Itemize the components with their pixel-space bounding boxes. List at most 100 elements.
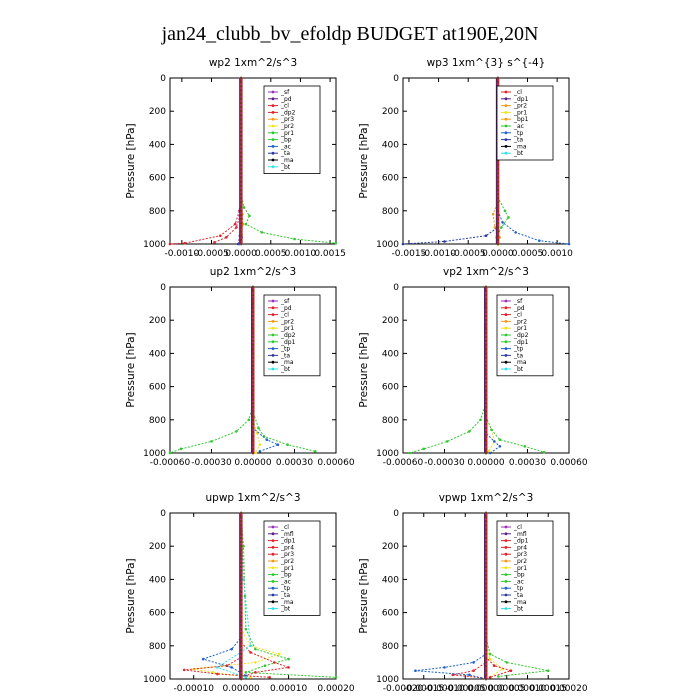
series-point-_dp2 — [213, 241, 216, 244]
series-point-_bt — [216, 666, 219, 669]
x-tick-label: -0.00030 — [191, 458, 232, 468]
zero-profile-marker — [484, 339, 488, 343]
zero-profile-marker — [484, 561, 488, 564]
zero-profile-marker — [484, 578, 488, 581]
legend-entry: _pd — [280, 96, 292, 103]
x-tick-label: -0.00060 — [383, 458, 424, 468]
legend-entry: _ma — [513, 359, 527, 366]
zero-profile-marker — [251, 294, 255, 297]
legend-marker — [271, 151, 275, 155]
series-point-_cl — [219, 234, 222, 237]
series-line-_dp2 — [409, 287, 487, 454]
legend-marker — [504, 580, 508, 583]
legend-marker — [504, 607, 508, 610]
series-line-_cl — [169, 78, 242, 245]
legend-marker — [504, 525, 508, 529]
zero-profile-marker — [484, 331, 488, 334]
zero-profile-marker — [496, 238, 500, 242]
zero-profile-marker — [251, 393, 255, 397]
y-tick-label: 200 — [382, 542, 399, 552]
zero-profile-marker — [251, 402, 255, 405]
legend-marker — [504, 566, 508, 570]
zero-profile-marker — [484, 661, 488, 664]
x-tick-label: 0.00020 — [550, 684, 587, 694]
legend-marker — [504, 138, 508, 142]
zero-profile-marker — [484, 327, 488, 330]
zero-profile-marker — [239, 520, 243, 523]
zero-profile-marker — [484, 406, 488, 409]
zero-profile-marker — [484, 426, 488, 430]
legend-entry: _sf — [280, 298, 290, 305]
y-tick-label: 800 — [149, 207, 166, 217]
legend-entry: _mfl — [513, 531, 527, 538]
series-point-_bp — [243, 594, 247, 598]
panel-2: up2 1xm^2/s^3 Pressure [hPa] 0 200 400 600 800… — [125, 266, 355, 468]
zero-profile-marker — [239, 677, 243, 681]
series-line-_tp — [201, 513, 247, 677]
legend-marker — [504, 559, 508, 563]
series-point-_tp — [201, 657, 205, 661]
zero-profile-marker — [484, 553, 488, 556]
legend-entry: _pr2 — [280, 318, 294, 325]
series-point-_bp — [244, 671, 248, 674]
zero-profile-marker — [484, 451, 488, 455]
legend-marker — [271, 326, 275, 330]
series-point-_pr2 — [277, 652, 281, 656]
legend-entry: _pr3 — [280, 116, 294, 123]
zero-profile-marker — [484, 657, 488, 660]
zero-profile-marker — [484, 393, 488, 397]
series-line-_pr2 — [193, 513, 281, 678]
legend-marker — [504, 333, 508, 337]
y-tick-label: 800 — [382, 642, 399, 652]
series-point-_tp — [538, 239, 541, 242]
x-tick-label: -0.00010 — [424, 684, 465, 694]
zero-profile-marker — [484, 652, 488, 656]
y-tick-label: 0 — [393, 509, 399, 519]
zero-profile-marker — [484, 323, 488, 326]
legend-marker — [271, 131, 275, 135]
zero-profile-marker — [239, 528, 243, 531]
zero-profile-marker — [251, 302, 255, 305]
zero-profile-marker — [251, 372, 255, 376]
y-tick-label: 200 — [149, 107, 166, 117]
zero-profile-marker — [484, 402, 488, 405]
series-point-_bp — [334, 241, 338, 245]
legend-entry: _pr2 — [513, 558, 527, 565]
legend-entry: _cl — [513, 524, 522, 531]
series-point-_dp2 — [479, 418, 482, 422]
x-tick-label: -0.00020 — [383, 684, 424, 694]
y-tick-label: 0 — [160, 74, 166, 84]
legend-marker — [271, 97, 275, 101]
zero-profile-marker — [251, 298, 255, 301]
legend-marker — [271, 138, 275, 142]
zero-profile-marker — [496, 180, 500, 183]
y-tick-label: 800 — [149, 642, 166, 652]
zero-profile-marker — [484, 528, 488, 531]
legend-entry: _tp — [280, 346, 290, 353]
legend-entry: _bt — [513, 606, 524, 613]
zero-profile-marker — [251, 406, 255, 409]
series-point-_bp — [497, 675, 500, 678]
zero-profile-marker — [496, 76, 500, 80]
series-point-_tp — [501, 221, 504, 224]
zero-profile-marker — [484, 294, 488, 297]
legend-entry: _tp — [513, 130, 523, 137]
y-tick-label: 1000 — [376, 240, 399, 250]
zero-profile-marker — [484, 574, 488, 577]
zero-profile-marker — [239, 524, 243, 527]
zero-profile-marker — [239, 176, 243, 179]
zero-profile-marker — [239, 628, 243, 631]
legend-marker — [271, 607, 275, 610]
legend-marker — [271, 367, 275, 371]
y-tick-label: 400 — [149, 140, 166, 150]
x-tick-label: -0.00015 — [404, 684, 444, 694]
zero-profile-marker — [484, 598, 488, 602]
legend-marker — [271, 559, 275, 563]
series-point-_cl — [183, 241, 187, 245]
x-tick-label: -0.00060 — [150, 458, 191, 468]
y-tick-label: 600 — [382, 609, 399, 619]
zero-profile-marker — [239, 648, 243, 652]
zero-profile-marker — [239, 590, 243, 594]
legend-marker — [504, 131, 508, 135]
legend-marker — [504, 117, 508, 121]
